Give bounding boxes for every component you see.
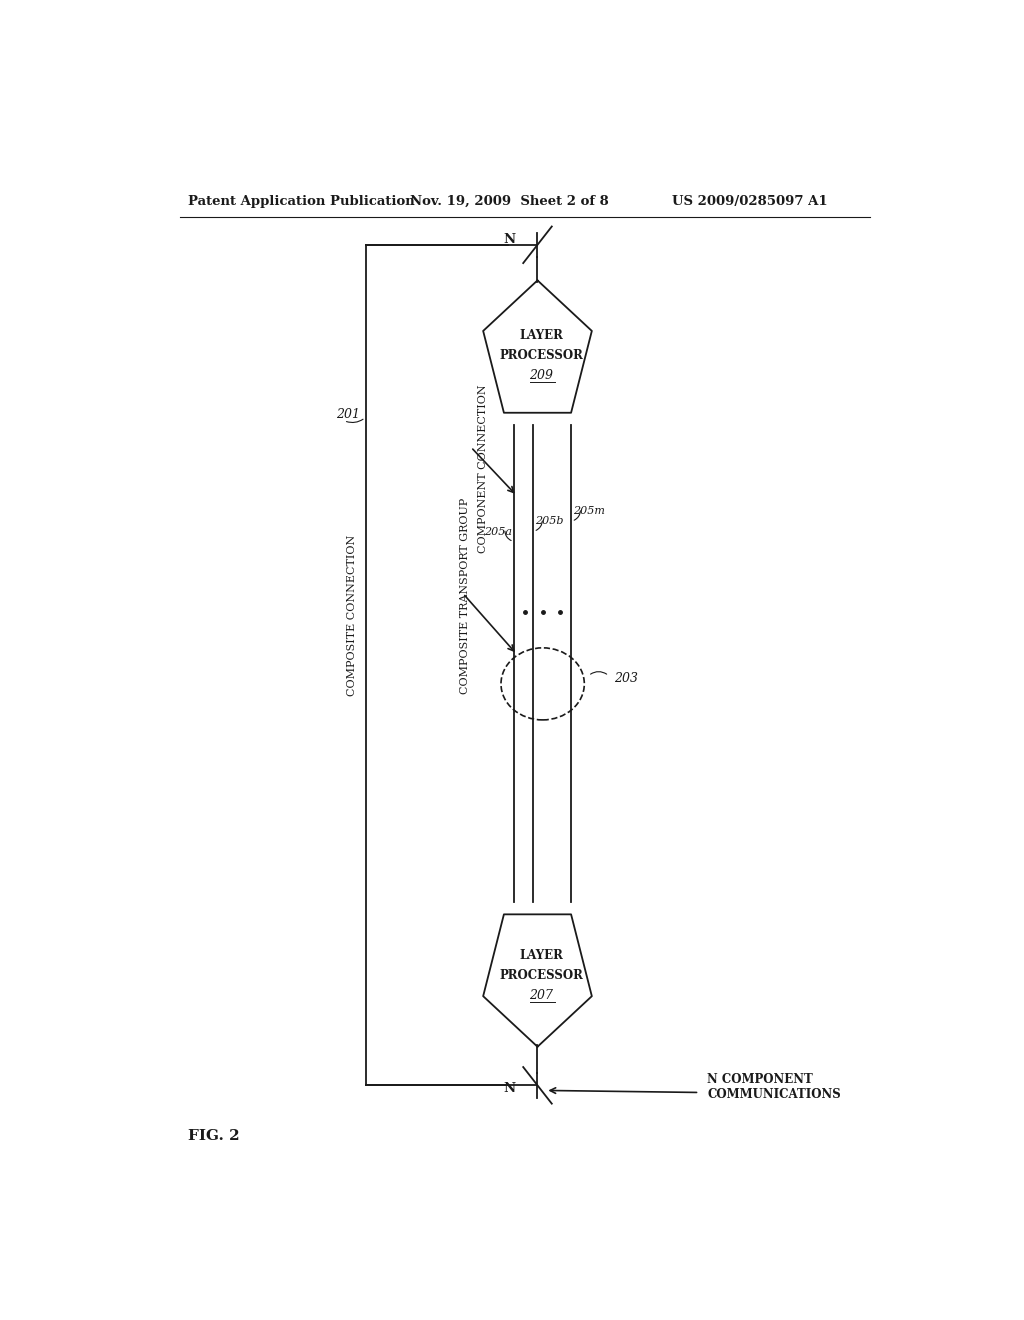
Text: LAYER: LAYER (519, 329, 563, 342)
Text: 209: 209 (529, 370, 553, 383)
Text: PROCESSOR: PROCESSOR (500, 969, 584, 982)
Text: FIG. 2: FIG. 2 (187, 1129, 240, 1143)
Text: 205a: 205a (484, 527, 512, 536)
Text: COMPOSITE CONNECTION: COMPOSITE CONNECTION (347, 535, 356, 697)
Text: 201: 201 (336, 408, 359, 421)
Text: PROCESSOR: PROCESSOR (500, 348, 584, 362)
Text: LAYER: LAYER (519, 949, 563, 962)
Text: 203: 203 (614, 672, 639, 685)
Text: Patent Application Publication: Patent Application Publication (187, 194, 415, 207)
Text: 207: 207 (529, 990, 553, 1002)
Text: N: N (503, 1082, 515, 1094)
Text: 205b: 205b (536, 516, 563, 527)
Text: N COMPONENT
COMMUNICATIONS: N COMPONENT COMMUNICATIONS (708, 1073, 841, 1101)
Text: US 2009/0285097 A1: US 2009/0285097 A1 (672, 194, 827, 207)
Text: COMPOSITE TRANSPORT GROUP: COMPOSITE TRANSPORT GROUP (460, 498, 470, 693)
Text: Nov. 19, 2009  Sheet 2 of 8: Nov. 19, 2009 Sheet 2 of 8 (410, 194, 608, 207)
Text: COMPONENT CONNECTION: COMPONENT CONNECTION (478, 384, 487, 553)
Text: 205m: 205m (573, 506, 605, 516)
Text: N: N (503, 234, 515, 247)
